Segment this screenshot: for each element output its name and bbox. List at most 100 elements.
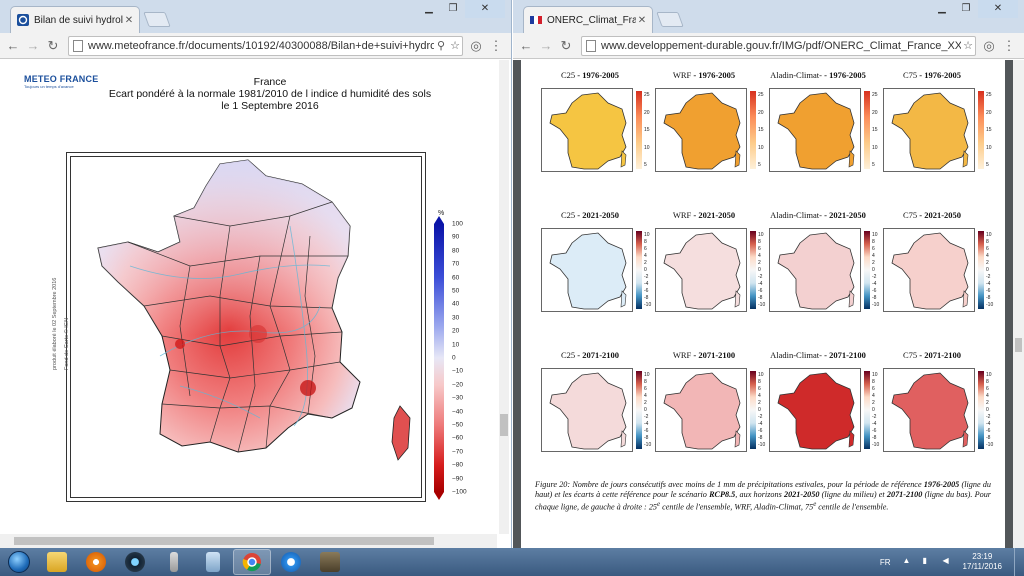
panel-colorbar-tick: -6	[872, 288, 877, 294]
new-tab-button[interactable]	[143, 12, 171, 27]
window-close-icon[interactable]: ✕	[978, 0, 1018, 18]
network-icon[interactable]: ▮	[922, 556, 927, 565]
reload-icon[interactable]: ↻	[560, 37, 572, 53]
forward-arrow-icon[interactable]: →	[539, 37, 553, 53]
vertical-scrollbar[interactable]	[1013, 60, 1024, 548]
colorbar-tick-label: −60	[452, 434, 464, 442]
panel-colorbar-tick: 2	[644, 260, 647, 266]
panel-colorbar-tick: 4	[872, 253, 875, 259]
panel-colorbar-labels: 25 20 15 10 5	[758, 91, 772, 169]
tab-close-icon[interactable]: ✕	[637, 14, 647, 26]
url-text: www.developpement-durable.gouv.fr/IMG/pd…	[601, 39, 961, 52]
panel-colorbar-tick: 8	[986, 379, 989, 385]
minimize-icon[interactable]: ▁	[938, 3, 946, 14]
left-browser-window: Bilan de suivi hydrologique ✕ ▁ ❐ ✕ ← → …	[0, 0, 512, 548]
panel-colorbar-tick: 10	[872, 232, 878, 238]
back-arrow-icon[interactable]: ←	[6, 37, 20, 53]
extension-icon[interactable]: ◎	[983, 37, 995, 53]
back-arrow-icon[interactable]: ←	[519, 37, 533, 53]
panel-colorbar-tick: 25	[872, 92, 878, 98]
department-borders	[127, 201, 348, 453]
panel-colorbar-tick: 10	[644, 144, 650, 151]
meteofrance-favicon-icon	[17, 14, 29, 26]
tab-close-icon[interactable]: ✕	[124, 14, 134, 26]
volume-icon[interactable]: ◀	[942, 556, 949, 565]
colorbar-tick-label: −10	[452, 367, 464, 375]
page-content: METEO FRANCE Toujours un temps d'avance …	[0, 60, 511, 548]
panel-title: WRF - 2021-2050	[672, 210, 736, 220]
address-bar[interactable]: www.developpement-durable.gouv.fr/IMG/pd…	[581, 35, 976, 56]
clock-time: 23:19	[972, 552, 993, 561]
panel-colorbar-tick: -4	[872, 421, 877, 427]
panel-colorbar	[864, 231, 870, 309]
panel-colorbar-tick: 0	[986, 407, 989, 413]
panel-colorbar-tick: 0	[986, 267, 989, 273]
panel-colorbar-tick: -10	[986, 442, 994, 448]
new-tab-button[interactable]	[656, 12, 684, 27]
reload-icon[interactable]: ↻	[47, 37, 59, 53]
maximize-icon[interactable]: ❐	[961, 3, 971, 14]
panel-colorbar-labels: 10 8 6 4 2 0 -2 -4 -6 -8 -10	[758, 371, 772, 449]
panel-colorbar-tick: -10	[644, 442, 652, 448]
menu-icon[interactable]: ⋮	[489, 37, 503, 53]
chrome-icon	[242, 553, 261, 572]
panel-colorbar-tick: 10	[872, 144, 878, 151]
extension-icon[interactable]: ◎	[470, 37, 482, 53]
taskbar-image-app[interactable]	[311, 549, 349, 575]
france-soil-moisture-map	[97, 159, 411, 461]
scrollbar-thumb[interactable]	[1015, 338, 1022, 352]
taskbar-media-player[interactable]	[77, 549, 115, 575]
colorbar-tick-label: −20	[452, 381, 464, 389]
panel-colorbar-tick: 4	[644, 253, 647, 259]
panel-colorbar-tick: 10	[986, 232, 992, 238]
colorbar-tick-label: 0	[452, 354, 456, 362]
clock-date: 17/11/2016	[962, 562, 1002, 571]
zoom-icon[interactable]: ⚲	[436, 40, 446, 52]
colorbar-tick-label: 20	[452, 327, 460, 335]
tab-strip: Bilan de suivi hydrologique ✕ ▁ ❐ ✕	[0, 0, 511, 33]
panel-colorbar-tick: -6	[872, 428, 877, 434]
taskbar-camera-app[interactable]	[116, 549, 154, 575]
show-hidden-icons-icon[interactable]: ▲	[902, 556, 911, 565]
panel-colorbar-tick: 5	[644, 162, 647, 168]
panel-colorbar-labels: 25 20 15 10 5	[644, 91, 658, 169]
bookmark-star-icon[interactable]: ☆	[450, 40, 460, 52]
start-button[interactable]	[0, 548, 38, 576]
scrollbar-thumb[interactable]	[14, 537, 434, 545]
panel-colorbar-tick: -2	[644, 414, 649, 420]
climate-mini-map	[655, 228, 747, 312]
panel-title: C75 - 2071-2100	[902, 350, 962, 360]
taskbar-internet-explorer[interactable]	[272, 549, 310, 575]
show-desktop-button[interactable]	[1014, 548, 1024, 576]
maximize-icon[interactable]: ❐	[448, 3, 458, 14]
scrollbar-thumb[interactable]	[500, 414, 508, 436]
horizontal-scrollbar[interactable]	[0, 534, 497, 548]
panel-colorbar-tick: 2	[758, 400, 761, 406]
colorbar-tick-label: 70	[452, 260, 460, 268]
tab-onerc-pdf[interactable]: ONERC_Climat_France_X ✕	[523, 6, 653, 33]
minimize-icon[interactable]: ▁	[425, 3, 433, 14]
taskbar-usb[interactable]	[155, 549, 193, 575]
taskbar-explorer[interactable]	[38, 549, 76, 575]
map-credit-ign: Fond de Carte © IGN	[64, 317, 70, 370]
panel-colorbar-tick: -4	[758, 281, 763, 287]
clock[interactable]: 23:19 17/11/2016	[963, 552, 1002, 572]
panel-colorbar-tick: 20	[986, 109, 992, 116]
climate-mini-map	[769, 368, 861, 452]
forward-arrow-icon[interactable]: →	[26, 37, 40, 53]
logo-tagline: Toujours un temps d'avance	[24, 84, 74, 89]
page-icon	[73, 39, 83, 52]
panel-colorbar-tick: 25	[986, 92, 992, 98]
panel-colorbar-tick: 6	[644, 386, 647, 392]
tab-bilan-hydrologique[interactable]: Bilan de suivi hydrologique ✕	[10, 6, 140, 33]
bookmark-star-icon[interactable]: ☆	[963, 40, 973, 52]
language-indicator[interactable]: FR	[879, 557, 891, 567]
address-bar[interactable]: www.meteofrance.fr/documents/10192/40300…	[68, 35, 463, 56]
taskbar-chrome[interactable]	[233, 549, 271, 575]
taskbar-calculator[interactable]	[194, 549, 232, 575]
colorbar-tick-label: −30	[452, 394, 464, 402]
panel-colorbar-tick: 6	[644, 246, 647, 252]
window-close-icon[interactable]: ✕	[465, 0, 505, 18]
menu-icon[interactable]: ⋮	[1002, 37, 1016, 53]
vertical-scrollbar[interactable]	[499, 60, 509, 534]
